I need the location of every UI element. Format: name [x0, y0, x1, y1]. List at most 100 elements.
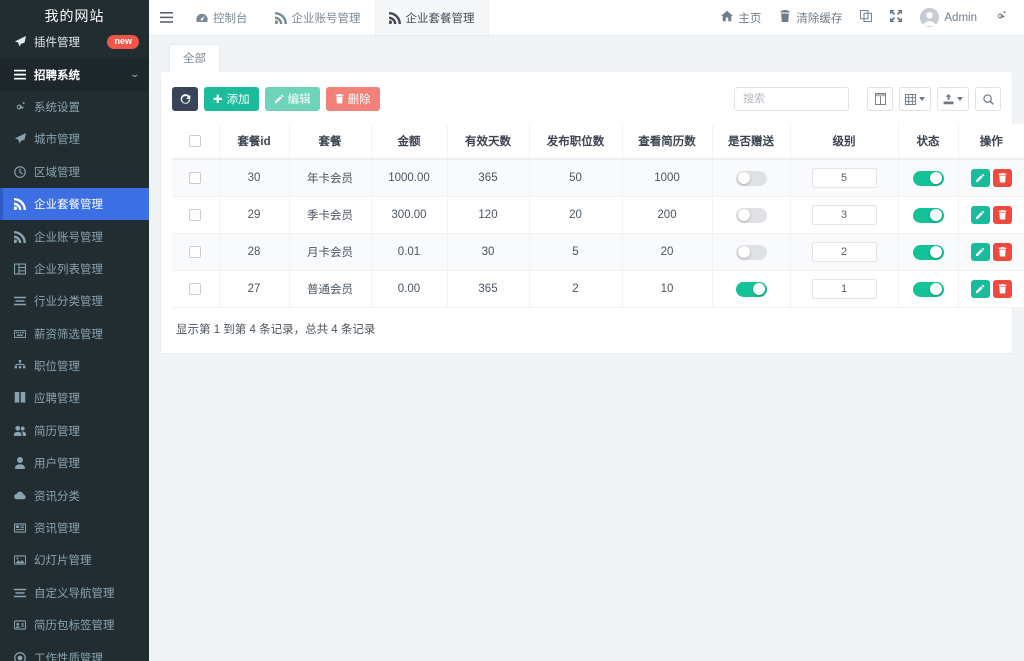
list-icon	[12, 69, 27, 81]
cell-name: 季卡会员	[289, 196, 372, 234]
refresh-button[interactable]	[172, 87, 198, 111]
brand-title: 我的网站	[44, 8, 105, 24]
select-all-checkbox[interactable]	[189, 134, 202, 147]
tab-all[interactable]: 全部	[169, 44, 220, 72]
menu-icon	[13, 297, 26, 306]
avatar-icon	[920, 8, 940, 27]
row-select-cell	[172, 233, 220, 271]
sidebar-item-13[interactable]: 用户管理	[0, 447, 149, 479]
col-resumes: 查看简历数	[622, 124, 713, 160]
row-edit-button[interactable]	[970, 243, 990, 261]
sidebar-item-4[interactable]: 区域管理	[0, 156, 149, 188]
toggle-knob	[737, 246, 750, 258]
table-row[interactable]: 30 年卡会员 1000.00 365 50 1000	[172, 159, 1024, 197]
col-name: 套餐	[289, 124, 372, 160]
level-input[interactable]	[811, 205, 877, 225]
level-input[interactable]	[811, 168, 877, 188]
toggle-knob	[929, 283, 942, 295]
level-input[interactable]	[811, 242, 877, 262]
edit-button[interactable]: 编辑	[264, 87, 320, 111]
row-delete-button[interactable]	[992, 280, 1012, 298]
row-delete-button[interactable]	[992, 206, 1012, 224]
topbar-tab-label: 企业套餐管理	[405, 12, 475, 25]
sidebar-item-6[interactable]: 企业账号管理	[0, 220, 149, 252]
row-delete-button[interactable]	[992, 243, 1012, 261]
status-toggle[interactable]	[912, 207, 944, 223]
gift-toggle[interactable]	[735, 207, 767, 223]
status-toggle[interactable]	[912, 170, 944, 186]
sidebar-nav: 插件管理 new 招聘系统 ⌄ 系统设置 城市管理 区域管理 企业套餐管理 企业账号管理 企业列表…	[0, 26, 149, 661]
sidebar-item-label: 自定义导航管理	[34, 587, 115, 600]
table-row[interactable]: 28 月卡会员 0.01 30 5 20	[172, 233, 1024, 271]
topbar-action-Admin[interactable]: Admin	[911, 0, 986, 36]
grid-view-button[interactable]	[899, 87, 931, 111]
sidebar-item-3[interactable]: 城市管理	[0, 123, 149, 155]
chevron-down-icon: ⌄	[130, 69, 141, 80]
sidebar-item-18[interactable]: 简历包标签管理	[0, 609, 149, 641]
table-row[interactable]: 29 季卡会员 300.00 120 20 200	[172, 196, 1024, 234]
sidebar-item-5[interactable]: 企业套餐管理	[0, 187, 149, 221]
topbar-action-主页[interactable]: 主页	[712, 0, 770, 36]
export-button[interactable]	[937, 87, 969, 111]
rocket-icon	[14, 133, 26, 144]
row-edit-button[interactable]	[970, 206, 990, 224]
level-input[interactable]	[811, 279, 877, 299]
sidebar-item-19[interactable]: 工作性质管理	[0, 641, 149, 661]
topbar-action-clone-icon[interactable]	[851, 0, 881, 36]
sidebar-item-8[interactable]: 行业分类管理	[0, 285, 149, 317]
sidebar-item-11[interactable]: 应聘管理	[0, 382, 149, 414]
sidebar-item-10[interactable]: 职位管理	[0, 350, 149, 382]
sidebar-item-1[interactable]: 招聘系统 ⌄	[0, 58, 149, 91]
chevron-down-icon	[919, 97, 925, 101]
add-button[interactable]: ✚ 添加	[204, 87, 259, 111]
sidebar-item-0[interactable]: 插件管理 new	[0, 26, 149, 58]
sidebar-item-7[interactable]: 企业列表管理	[0, 253, 149, 285]
plus-icon: ✚	[213, 94, 223, 106]
topbar-actions: 主页 清除缓存 Admin	[712, 0, 1024, 35]
row-edit-button[interactable]	[970, 280, 990, 298]
sidebar-item-16[interactable]: 幻灯片管理	[0, 544, 149, 576]
search-input[interactable]	[734, 87, 849, 111]
table-toolbar: ✚ 添加 编辑 删除	[172, 84, 1001, 114]
newspaper-icon	[13, 523, 26, 533]
topbar-action-gears-icon[interactable]	[986, 0, 1016, 36]
row-checkbox[interactable]	[189, 245, 202, 258]
topbar-tab-1[interactable]: 企业账号管理	[262, 0, 375, 35]
edit-button-label: 编辑	[287, 94, 311, 106]
topbar-tab-2[interactable]: 企业套餐管理	[374, 0, 489, 35]
sidebar-item-14[interactable]: 资讯分类	[0, 479, 149, 511]
sidebar-item-2[interactable]: 系统设置	[0, 91, 149, 123]
cloud-icon	[13, 491, 26, 499]
gift-toggle[interactable]	[735, 244, 767, 260]
row-checkbox[interactable]	[189, 282, 202, 295]
col-actions: 操作	[958, 124, 1024, 160]
row-edit-button[interactable]	[970, 169, 990, 187]
topbar-action-清除缓存[interactable]: 清除缓存	[770, 0, 851, 36]
chevron-down-icon	[957, 97, 963, 101]
gift-toggle[interactable]	[735, 281, 767, 297]
clone-icon	[860, 10, 873, 22]
sidebar-item-label: 资讯管理	[34, 523, 80, 536]
table-row[interactable]: 27 普通会员 0.00 365 2 10	[172, 270, 1024, 308]
gift-toggle[interactable]	[735, 170, 767, 186]
content-area: 全部 ✚ 添加	[149, 36, 1024, 661]
expand-icon	[890, 10, 903, 25]
topbar-tab-0[interactable]: 控制台	[183, 0, 262, 35]
status-toggle[interactable]	[912, 244, 944, 260]
topbar-action-expand-icon[interactable]	[881, 0, 911, 36]
columns-button[interactable]	[867, 87, 893, 111]
col-status: 状态	[898, 124, 959, 160]
sidebar-item-12[interactable]: 简历管理	[0, 415, 149, 447]
delete-button[interactable]: 删除	[325, 87, 380, 111]
hamburger-icon[interactable]	[149, 0, 183, 35]
row-checkbox[interactable]	[189, 171, 202, 184]
sidebar-item-9[interactable]: 薪资筛选管理	[0, 318, 149, 350]
row-checkbox[interactable]	[189, 208, 202, 221]
search-button[interactable]	[975, 87, 1001, 111]
status-toggle[interactable]	[912, 281, 944, 297]
sidebar-item-15[interactable]: 资讯管理	[0, 512, 149, 544]
row-delete-button[interactable]	[992, 169, 1012, 187]
gears-icon	[995, 10, 1007, 25]
cell-level	[790, 196, 899, 234]
sidebar-item-17[interactable]: 自定义导航管理	[0, 577, 149, 609]
